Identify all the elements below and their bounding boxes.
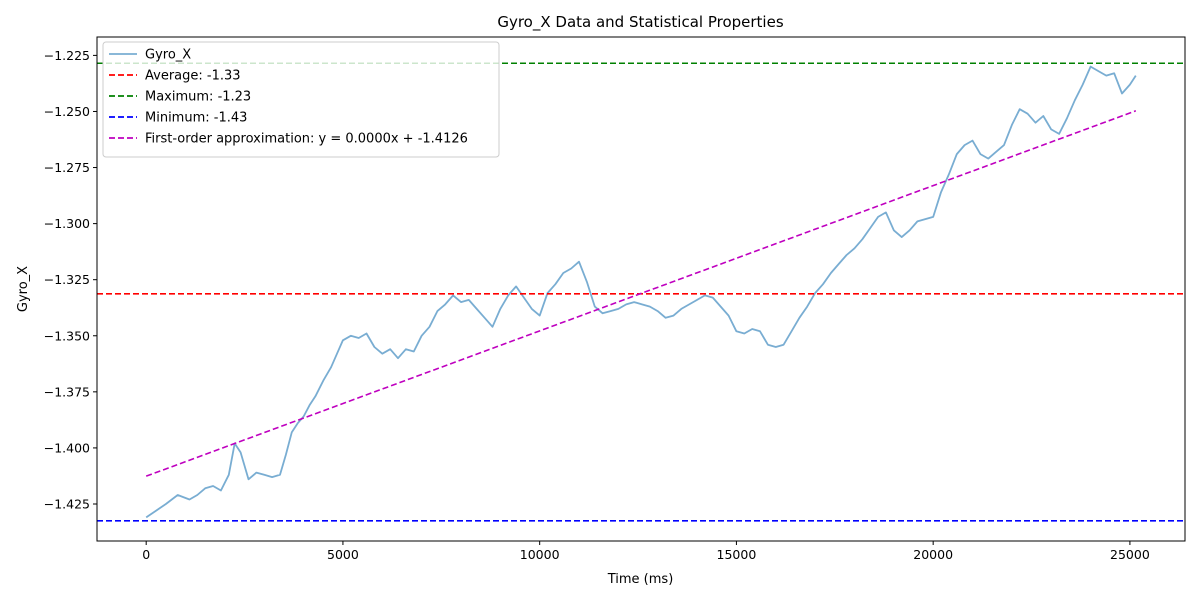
legend-label: First-order approximation: y = 0.0000x +… [145,132,468,147]
legend-box [102,41,500,158]
x-axis-label: Time (ms) [607,572,674,587]
y-tick-label: −1.375 [44,384,90,399]
x-axis: 0 5000 10000 15000 20000 25000 [142,541,1150,562]
y-axis-label: Gyro_X [16,266,31,312]
y-tick-label: −1.225 [44,48,90,63]
y-tick-label: −1.325 [44,272,90,287]
x-tick-label: 10000 [520,547,560,562]
x-tick-label: 20000 [913,547,953,562]
y-tick-label: −1.275 [44,160,90,175]
x-tick-label: 25000 [1110,547,1150,562]
y-tick-label: −1.300 [44,216,90,231]
x-tick-label: 5000 [327,547,359,562]
plot-area [97,62,1185,522]
y-tick-label: −1.425 [44,496,90,511]
x-tick-label: 0 [142,547,150,562]
y-tick-label: −1.250 [44,104,90,119]
legend: Gyro_X Average: -1.33 Maximum: -1.23 Minimu… [102,41,500,158]
series-line-gyro-x [145,65,1137,519]
legend-label: Maximum: -1.23 [145,90,251,105]
y-tick-label: −1.400 [44,440,90,455]
fit-line [145,110,1137,477]
legend-label: Average: -1.33 [145,69,241,84]
legend-label: Gyro_X [145,48,191,63]
axes-frame [96,36,1186,542]
y-axis: −1.425 −1.400 −1.375 −1.350 −1.325 −1.300 −1.2… [44,48,97,511]
legend-label: Minimum: -1.43 [145,111,247,126]
y-tick-label: −1.350 [44,328,90,343]
x-tick-label: 15000 [717,547,757,562]
chart-title: Gyro_X Data and Statistical Properties [497,13,784,32]
